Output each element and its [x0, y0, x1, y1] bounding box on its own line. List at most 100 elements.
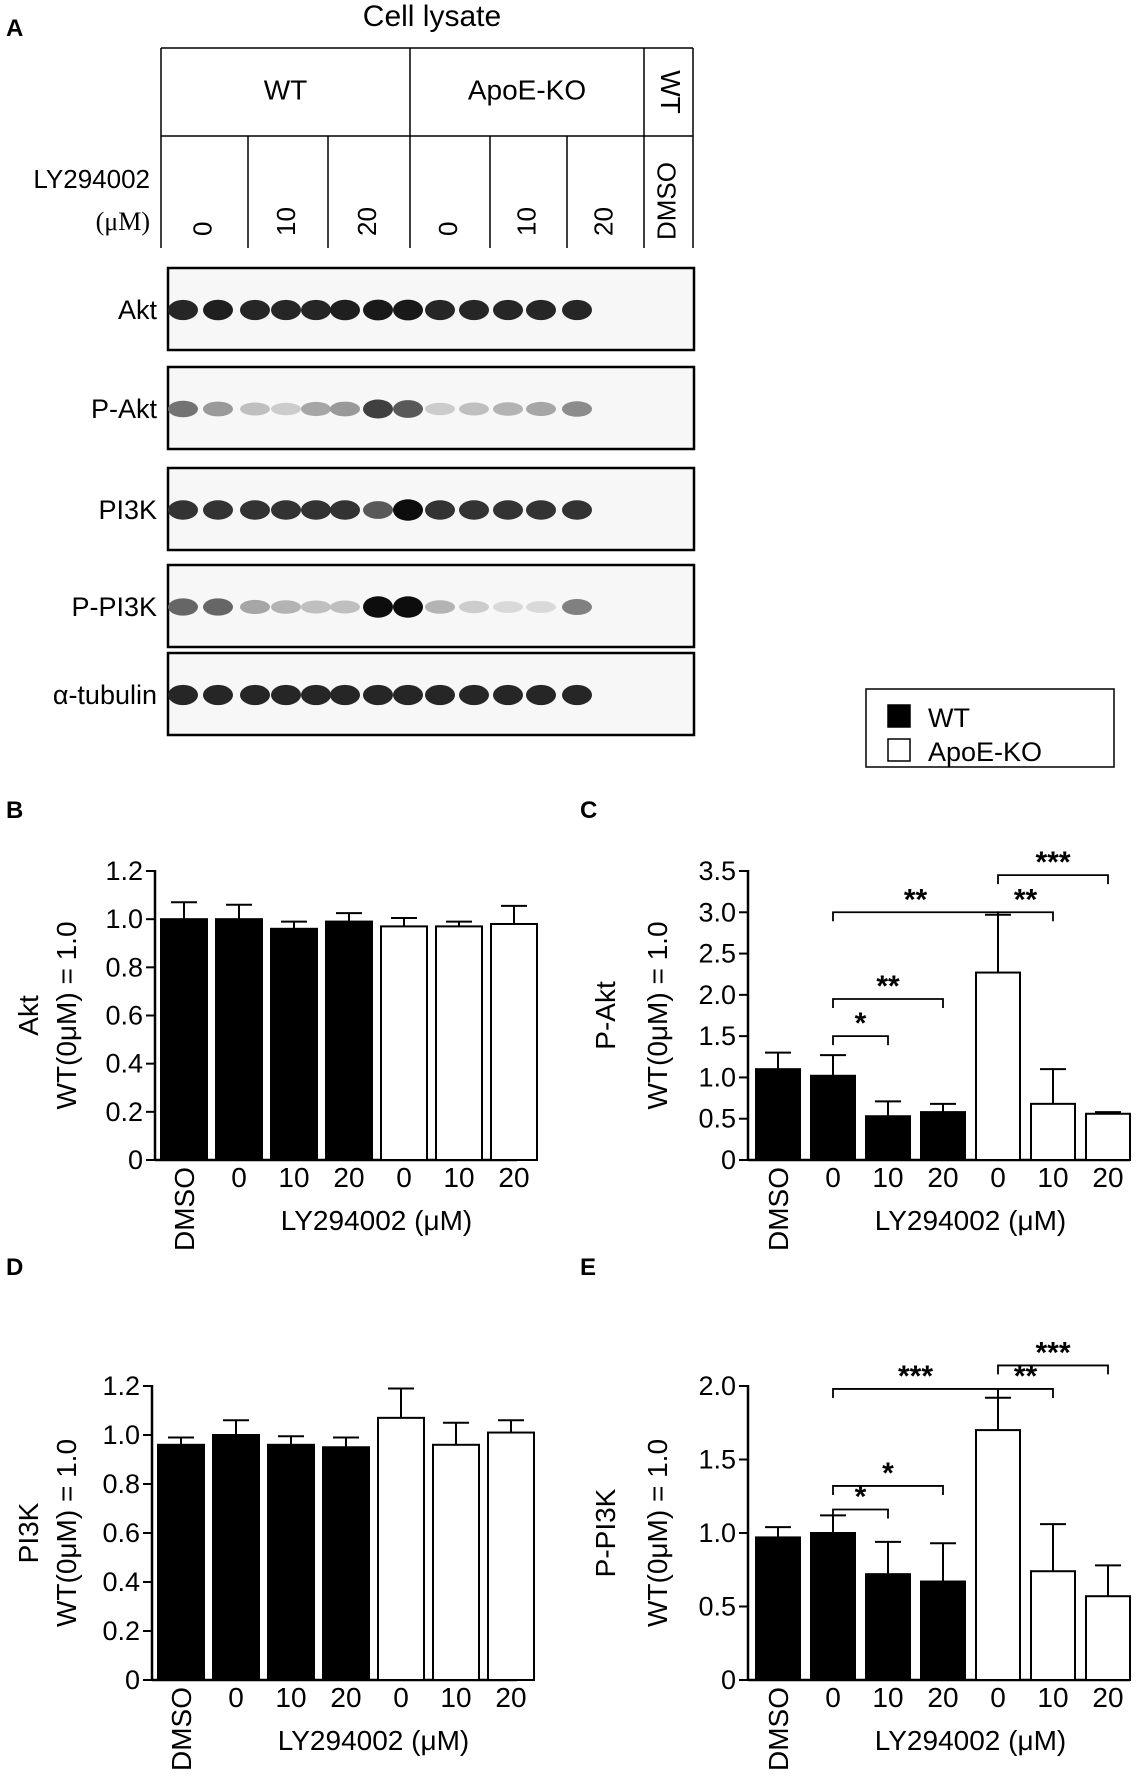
x-tick-label: 0	[825, 1162, 841, 1193]
blot-band	[425, 500, 455, 520]
blot-band	[526, 500, 556, 520]
blot-row-tubulin: α-tubulin	[53, 651, 696, 737]
blot-band	[459, 500, 489, 520]
blot-band	[240, 402, 270, 416]
legend: WT ApoE-KO	[865, 688, 1115, 768]
panel-letter: E	[580, 1254, 596, 1281]
blot-band	[271, 600, 301, 614]
blot-band	[459, 299, 489, 321]
x-tick-label: 20	[330, 1682, 361, 1713]
bar	[810, 1532, 856, 1681]
blot-band	[459, 684, 489, 706]
bar	[435, 925, 483, 1161]
bar	[1030, 1102, 1076, 1162]
lane-label: DMSO	[651, 162, 681, 240]
x-tick-label: 20	[927, 1682, 958, 1713]
blot-band	[330, 401, 360, 417]
y-tick-label: 0.4	[105, 1049, 143, 1079]
x-axis-label: LY294002 (μM)	[281, 1205, 473, 1236]
blot-label: α-tubulin	[53, 680, 157, 710]
lane-label: 10	[511, 207, 541, 236]
x-tick-label: 10	[872, 1682, 903, 1713]
y-tick-label: 0	[128, 1145, 143, 1175]
bar	[975, 1429, 1021, 1681]
bar	[160, 918, 208, 1162]
y-tick-label: 0.5	[698, 1592, 736, 1622]
y-axis-sublabel: WT(0μM) = 1.0	[642, 921, 673, 1109]
significance-label: ***	[898, 1360, 933, 1393]
blot-band	[240, 599, 270, 615]
legend-swatch-wt	[887, 704, 911, 728]
x-tick-label: 0	[393, 1682, 409, 1713]
x-tick-label: 10	[1037, 1162, 1068, 1193]
y-axis-sublabel: WT(0μM) = 1.0	[642, 1439, 673, 1627]
blot-band	[562, 500, 592, 520]
lane-label: 10	[271, 207, 301, 236]
bar	[810, 1074, 856, 1161]
blot-band	[271, 500, 301, 520]
x-axis-label: LY294002 (μM)	[875, 1725, 1067, 1756]
blot-band	[562, 401, 592, 417]
bar	[215, 918, 263, 1162]
y-axis-sublabel: WT(0μM) = 1.0	[51, 921, 82, 1109]
blot-band	[393, 499, 423, 521]
x-tick-label: 20	[495, 1682, 526, 1713]
blot-band	[526, 684, 556, 706]
western-blot-panel: A Cell lysate WT ApoE-KO WT 0 10 20 0 10 20 DMSO…	[6, 0, 696, 737]
panel-letter-a: A	[6, 15, 23, 42]
significance-bracket: ***	[997, 1336, 1109, 1375]
x-tick-label-dmso: DMSO	[166, 1687, 197, 1771]
significance-label: ***	[1035, 1336, 1070, 1369]
bar	[920, 1580, 966, 1682]
significance-label: *	[855, 1007, 867, 1040]
x-tick-label: 20	[927, 1162, 958, 1193]
x-tick-label: 0	[990, 1682, 1006, 1713]
blot-band	[493, 299, 523, 321]
blot-band	[203, 500, 233, 520]
blot-band	[526, 601, 556, 613]
y-tick-label: 2.0	[698, 1371, 736, 1401]
x-tick-label: 10	[278, 1162, 309, 1193]
y-axis-sublabel: WT(0μM) = 1.0	[51, 1439, 82, 1627]
legend-label-apoe-ko: ApoE-KO	[928, 737, 1042, 767]
blot-band	[493, 500, 523, 520]
bar	[1030, 1570, 1076, 1681]
x-tick-label: 20	[498, 1162, 529, 1193]
group-label-wt: WT	[655, 70, 686, 114]
bar	[1085, 1112, 1131, 1162]
x-tick-label: 0	[231, 1162, 247, 1193]
y-tick-label: 0	[721, 1145, 736, 1175]
significance-bracket: *	[832, 1457, 944, 1495]
significance-bracket: **	[997, 1360, 1054, 1398]
x-tick-label-dmso: DMSO	[169, 1167, 200, 1251]
blot-band	[393, 684, 423, 706]
significance-label: **	[904, 883, 928, 916]
blot-band	[301, 401, 331, 417]
y-tick-label: 2.0	[698, 980, 736, 1010]
blot-band	[363, 596, 393, 618]
blot-band	[363, 399, 393, 419]
bar	[377, 1416, 425, 1681]
x-tick-label: 0	[396, 1162, 412, 1193]
blot-band	[203, 299, 233, 321]
y-axis-label: P-PI3K	[590, 1488, 621, 1577]
bar	[755, 1536, 801, 1682]
y-tick-label: 1.0	[698, 1062, 736, 1092]
blot-band	[168, 598, 198, 616]
y-tick-label: 1.0	[102, 1420, 140, 1450]
blot-band	[330, 500, 360, 520]
blot-row-p-akt: P-Akt	[91, 365, 696, 451]
bar-chart-p-pi3k: E P-PI3K WT(0μM) = 1.0 0 0.5 1.0 1.5 2.0 DMSO 0 10…	[580, 1254, 1131, 1771]
y-tick-label: 3.0	[698, 897, 736, 927]
bar	[380, 925, 428, 1161]
y-tick-label: 0.2	[102, 1616, 140, 1646]
blot-band	[459, 402, 489, 416]
significance-label: *	[855, 1480, 867, 1513]
blot-band	[393, 400, 423, 418]
blot-band	[330, 684, 360, 706]
significance-label: **	[1014, 1360, 1038, 1393]
significance-label: ***	[1035, 846, 1070, 879]
blot-band	[393, 299, 423, 321]
blot-band	[425, 402, 455, 416]
x-tick-label: 0	[228, 1682, 244, 1713]
